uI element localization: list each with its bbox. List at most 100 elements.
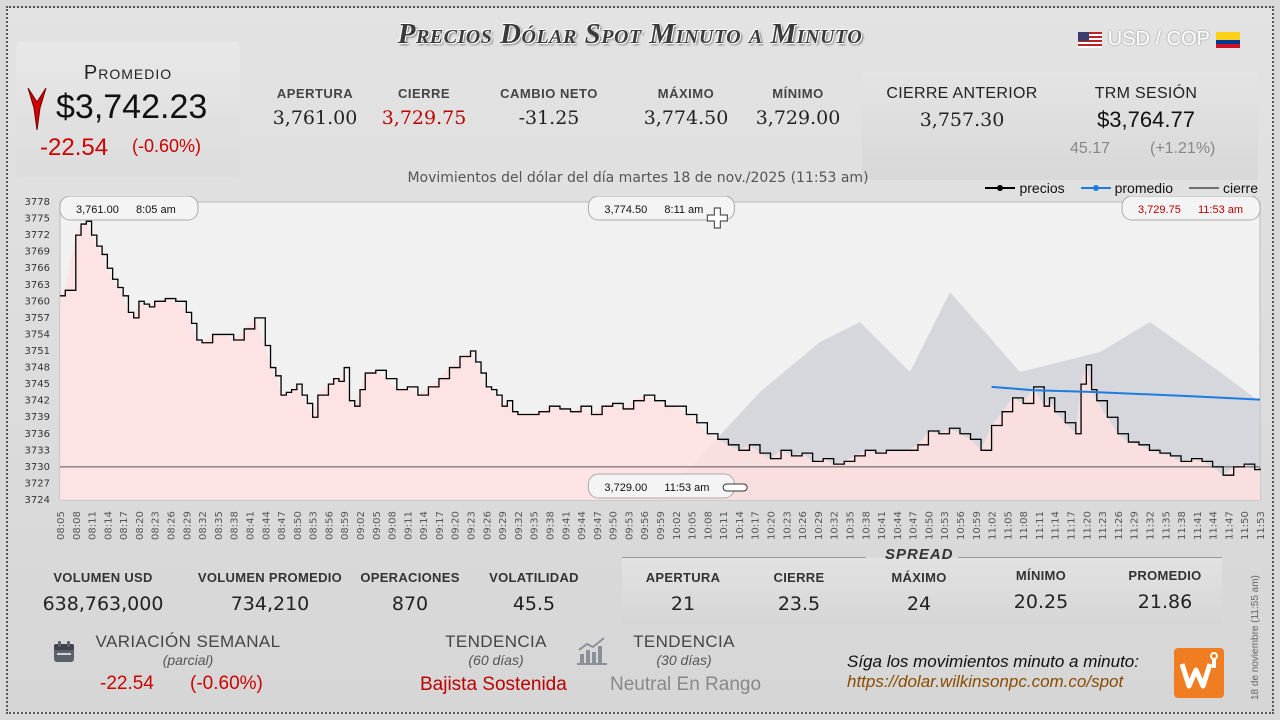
volume-usd: VOLUMEN USD 638,763,000 bbox=[28, 570, 178, 615]
cierre-anterior-label: CIERRE ANTERIOR bbox=[886, 85, 1038, 102]
y-tick-label: 3727 bbox=[25, 478, 50, 489]
spread-minimo: MÍNIMO 20.25 bbox=[990, 568, 1092, 613]
spread-label: APERTURA bbox=[645, 570, 721, 585]
site-link[interactable]: https://dolar.wilkinsonpc.com.co/spot bbox=[847, 672, 1124, 691]
x-tick-label: 11:02 bbox=[988, 511, 999, 540]
x-tick-label: 08:32 bbox=[198, 511, 209, 540]
spread-value: 24 bbox=[906, 593, 932, 615]
x-tick-label: 11:53 bbox=[1256, 511, 1267, 540]
x-tick-label: 10:05 bbox=[688, 511, 699, 540]
y-tick-label: 3778 bbox=[25, 197, 50, 208]
spread-value: 21 bbox=[670, 593, 696, 615]
x-tick-label: 10:26 bbox=[798, 511, 809, 540]
weekly-change-pct: (-0.60%) bbox=[190, 673, 263, 694]
y-tick-label: 3766 bbox=[25, 263, 50, 274]
stat-label: MÁXIMO bbox=[657, 86, 715, 101]
spread-value: 23.5 bbox=[777, 593, 821, 615]
stat-value: 3,729.00 bbox=[755, 107, 841, 129]
x-tick-label: 08:14 bbox=[103, 511, 114, 540]
y-tick-label: 3736 bbox=[25, 429, 50, 440]
x-tick-label: 10:02 bbox=[672, 511, 683, 540]
legend-average-swatch bbox=[1080, 185, 1111, 191]
average-value: $3,742.23 bbox=[56, 88, 208, 126]
stat-cierre: CIERRE 3,729.75 bbox=[374, 86, 474, 129]
y-tick-label: 3763 bbox=[25, 280, 50, 291]
stat-value: 3,729.75 bbox=[381, 107, 467, 129]
y-tick-label: 3769 bbox=[25, 247, 50, 258]
callout-time: 8:05 am bbox=[136, 204, 176, 216]
trend-30-days: TENDENCIA (30 días) bbox=[624, 632, 744, 668]
volume-label: VOLUMEN PROMEDIO bbox=[197, 570, 343, 585]
callout-box bbox=[587, 196, 735, 221]
spread-divider-left bbox=[622, 557, 866, 558]
x-tick-label: 11:14 bbox=[1051, 511, 1062, 540]
x-tick-label: 11:11 bbox=[1035, 511, 1046, 540]
x-tick-label: 10:20 bbox=[767, 511, 778, 540]
x-tick-label: 10:56 bbox=[956, 511, 967, 540]
callout-time: 8:11 am bbox=[664, 204, 703, 216]
trm-sesion: TRM SESIÓN $3,764.77 bbox=[1064, 85, 1228, 133]
x-tick-label: 10:53 bbox=[940, 511, 951, 540]
average-change-pct: (-0.60%) bbox=[132, 136, 202, 156]
spread-maximo: MÁXIMO 24 bbox=[868, 570, 970, 615]
legend-average: promedio bbox=[1080, 180, 1173, 196]
x-tick-label: 10:32 bbox=[830, 511, 841, 540]
stat-label: MÍNIMO bbox=[772, 86, 824, 101]
spread-divider-right bbox=[958, 557, 1222, 558]
y-tick-label: 3754 bbox=[25, 329, 50, 340]
x-tick-label: 10:50 bbox=[924, 511, 935, 540]
volume-value: 638,763,000 bbox=[42, 593, 164, 615]
legend-prices-swatch bbox=[985, 185, 1016, 191]
average-box: Promedio $3,742.23 -22.54 (-0.60%) bbox=[16, 42, 240, 177]
volume-average: VOLUMEN PROMEDIO 734,210 bbox=[190, 570, 350, 615]
stat-label: CAMBIO NETO bbox=[500, 86, 598, 101]
average-change: -22.54 bbox=[40, 134, 109, 161]
x-tick-label: 10:08 bbox=[703, 511, 714, 540]
x-tick-label: 10:17 bbox=[751, 511, 762, 540]
y-tick-label: 3724 bbox=[25, 495, 50, 506]
side-date: 18 de noviembre (11:55 am) bbox=[1250, 575, 1261, 700]
wilkinsonpc-logo[interactable] bbox=[1174, 648, 1224, 698]
x-tick-label: 09:53 bbox=[624, 511, 635, 540]
trend-60-days: TENDENCIA (60 días) bbox=[436, 632, 556, 668]
y-tick-label: 3760 bbox=[25, 296, 50, 307]
legend-close-swatch bbox=[1188, 187, 1219, 189]
x-tick-label: 08:38 bbox=[230, 511, 241, 540]
chart-legend: precios promedio cierre bbox=[985, 180, 1258, 196]
stat-label: APERTURA bbox=[276, 86, 354, 101]
callout-value: 3,729.00 bbox=[604, 482, 647, 494]
weekly-variation: VARIACIÓN SEMANAL (parcial) bbox=[92, 632, 284, 668]
volume-label: VOLUMEN USD bbox=[53, 570, 153, 585]
spread-label: PROMEDIO bbox=[1128, 568, 1202, 583]
x-tick-label: 08:50 bbox=[293, 511, 304, 540]
currency-pair: USD / COP bbox=[1077, 28, 1240, 51]
x-tick-label: 10:14 bbox=[735, 511, 746, 540]
trm-value: $3,764.77 bbox=[1097, 107, 1195, 132]
x-tick-label: 11:29 bbox=[1130, 511, 1141, 540]
x-tick-label: 08:53 bbox=[309, 511, 320, 540]
x-tick-label: 09:20 bbox=[451, 511, 462, 540]
x-tick-label: 10:11 bbox=[719, 511, 730, 540]
spread-title: SPREAD bbox=[885, 546, 954, 563]
colombia-flag-icon bbox=[1216, 31, 1240, 48]
x-tick-label: 08:41 bbox=[245, 511, 256, 540]
volume-value: 45.5 bbox=[512, 593, 556, 615]
x-tick-label: 11:20 bbox=[1082, 511, 1093, 540]
x-tick-label: 08:35 bbox=[214, 511, 225, 540]
page-title: Precios Dólar Spot Minuto a Minuto bbox=[397, 18, 863, 50]
x-tick-label: 09:47 bbox=[593, 511, 604, 540]
x-tick-label: 11:23 bbox=[1098, 511, 1109, 540]
x-tick-label: 08:56 bbox=[324, 511, 335, 540]
x-tick-label: 09:05 bbox=[372, 511, 383, 540]
x-tick-label: 11:35 bbox=[1161, 511, 1172, 540]
x-tick-label: 09:32 bbox=[514, 511, 525, 540]
volume-value: 870 bbox=[391, 593, 429, 615]
y-tick-label: 3745 bbox=[25, 379, 50, 390]
spread-value: 21.86 bbox=[1137, 591, 1193, 613]
trend30-label: TENDENCIA bbox=[633, 632, 735, 651]
stat-value: -31.25 bbox=[518, 107, 580, 129]
x-tick-label: 11:32 bbox=[1145, 511, 1156, 540]
spread-label: MÁXIMO bbox=[891, 570, 947, 585]
x-tick-label: 08:47 bbox=[277, 511, 288, 540]
stat-value: 3,761.00 bbox=[272, 107, 358, 129]
